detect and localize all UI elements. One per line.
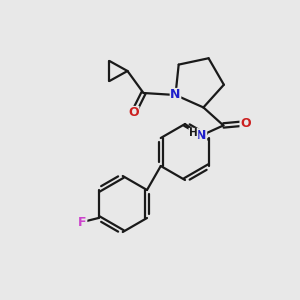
- Text: F: F: [78, 215, 87, 229]
- Text: N: N: [196, 129, 207, 142]
- Text: O: O: [240, 117, 251, 130]
- Text: O: O: [128, 106, 139, 119]
- Text: H: H: [189, 128, 198, 138]
- Text: N: N: [170, 88, 181, 101]
